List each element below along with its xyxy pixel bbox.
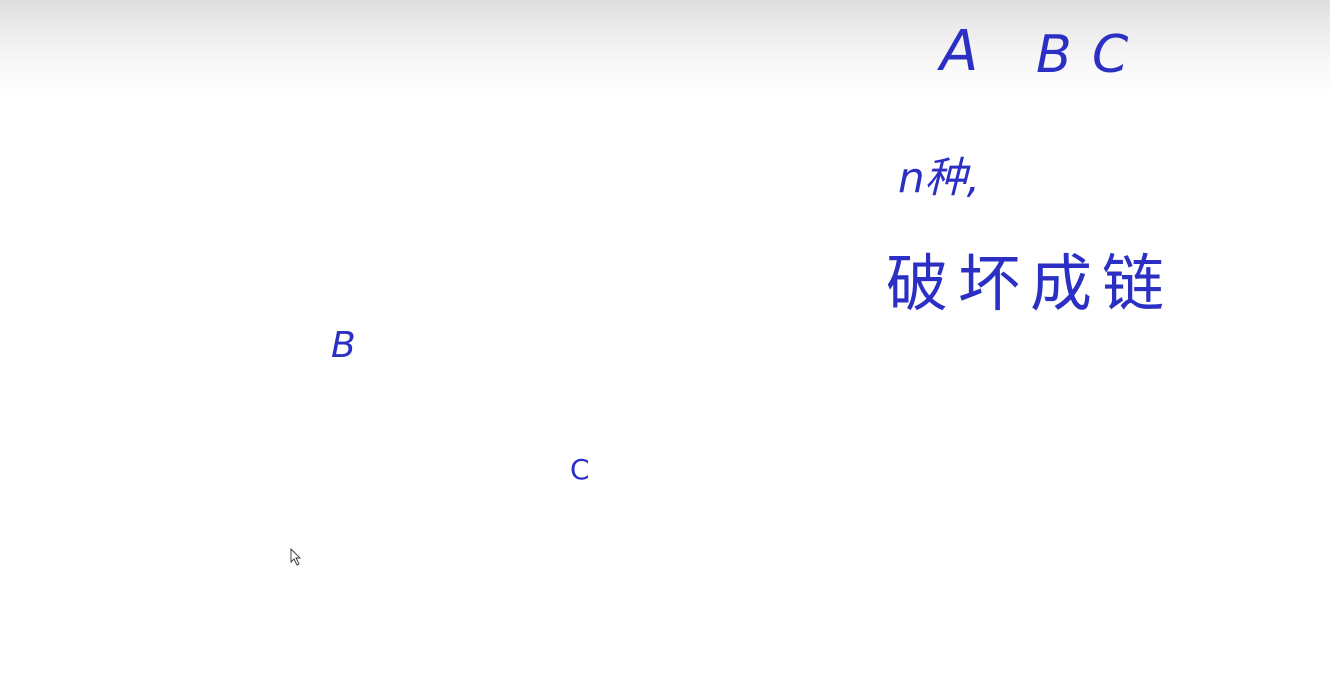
ring-mark-top-left	[434, 94, 450, 101]
cursor-arrow-icon	[290, 547, 302, 566]
ring-tick-right	[627, 364, 637, 380]
segment-brace	[282, 523, 903, 626]
chain-tick-left	[37, 617, 38, 636]
ring-dotted-line	[620, 150, 715, 210]
chain-line	[37, 624, 1222, 628]
ring-tick-bottom-left	[413, 404, 420, 441]
label-c: C	[570, 453, 590, 486]
ring-tick-top	[516, 53, 517, 86]
label-b: B	[331, 325, 356, 366]
letter-a: A	[937, 19, 978, 84]
letter-c: C	[1092, 25, 1129, 85]
ring-mark-bottom-right	[643, 421, 648, 424]
note-line-1: n种,	[898, 153, 980, 202]
ring-circle	[348, 73, 683, 438]
letter-b: B	[1036, 25, 1072, 85]
note-line-2: 破坏成链	[886, 247, 1174, 320]
